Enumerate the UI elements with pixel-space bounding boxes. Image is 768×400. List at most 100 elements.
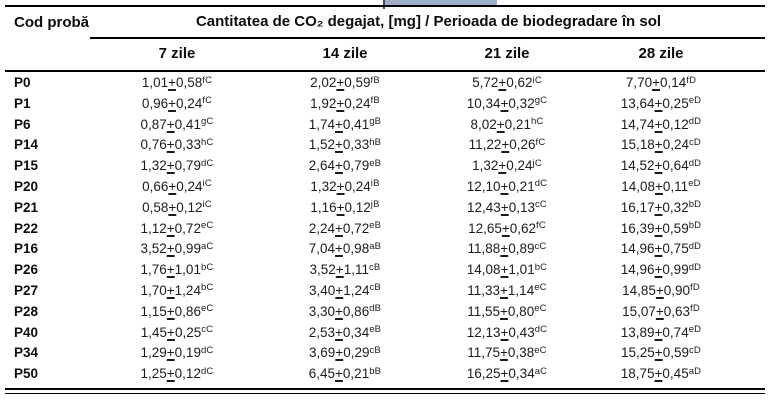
stddev-value: 0,64 [662,158,689,174]
plus-minus-symbol: + [500,303,508,319]
table-row: P50 1,25+0,12dC 6,45+0,21bB 16,25+0,34aC… [5,364,765,385]
value-cell-7-zile: 3,52+0,99aC [92,239,262,262]
mean-value: 13,89 [620,324,655,340]
sample-code-cell: P20 [14,178,39,194]
value-cell-14-zile: 3,30+0,86dB [262,302,428,325]
plus-minus-symbol: + [166,116,175,132]
significance-letters: cC [534,199,547,211]
plus-minus-symbol: + [166,137,175,153]
table-row: P34 1,29+0,19dC 3,69+0,29cB 11,75+0,38eC… [5,343,765,364]
table-row: P6 0,87+0,41gC 1,74+0,41gB 8,02+0,21hC 1… [5,115,765,136]
plus-minus-symbol: + [335,366,343,382]
stddev-value: 0,12 [662,116,689,132]
value-cell-21-zile: 11,88+0,89cC [428,239,586,262]
table-row: P15 1,32+0,79dC 2,64+0,79eB 1,32+0,24jC … [5,156,765,177]
stddev-value: 0,90 [663,282,691,298]
value-cell-7-zile: 1,29+0,19dC [92,343,262,366]
mean-value: 12,43 [467,199,501,215]
significance-letters: gC [534,95,548,107]
plus-minus-symbol: + [654,241,663,257]
stddev-value: 0,33 [342,137,370,153]
plus-minus-symbol: + [655,282,664,298]
significance-letters: fC [202,74,213,86]
value-cell-7-zile: 1,01+0,58fC [92,73,262,96]
plus-minus-symbol: + [655,303,664,319]
plus-minus-symbol: + [500,241,509,257]
plus-minus-symbol: + [652,75,660,90]
stddev-value: 0,62 [509,220,537,236]
plus-minus-symbol: + [335,158,343,174]
stddev-value: 0,43 [508,324,535,340]
stddev-value: 0,99 [662,262,689,278]
mean-value: 1,32 [140,158,167,174]
value-cell-28-zile: 13,64+0,25eD [586,94,736,117]
mean-value: 11,33 [467,282,501,298]
stddev-value: 0,74 [662,324,689,340]
value-cell-28-zile: 18,75+0,45aD [586,364,736,387]
value-cell-28-zile: 16,39+0,59bD [586,219,736,242]
stddev-value: 0,29 [343,345,370,361]
significance-letters: fB [370,95,380,107]
value-cell-14-zile: 1,74+0,41gB [262,115,428,138]
stddev-value: 0,80 [507,303,535,319]
significance-letters: cC [201,324,214,336]
mean-value: 15,25 [621,345,655,361]
mean-value: 1,92 [310,95,337,111]
plus-minus-symbol: + [500,199,509,215]
stddev-value: 0,19 [174,345,201,361]
plus-minus-symbol: + [336,95,345,111]
stddev-value: 0,14 [659,75,687,90]
row-right-spacer [736,115,765,138]
value-cell-7-zile: 0,96+0,24fC [92,94,262,117]
stddev-value: 0,12 [344,199,371,215]
value-cell-21-zile: 12,13+0,43dC [428,323,586,346]
stddev-value: 0,34 [342,324,370,340]
mean-value: 8,02 [470,116,497,132]
significance-letters: hB [369,136,382,148]
plus-minus-symbol: + [500,262,509,278]
value-cell-7-zile: 1,45+0,25cC [92,323,262,346]
plus-minus-symbol: + [654,116,663,132]
sample-code-cell: P6 [14,116,31,132]
plus-minus-symbol: + [336,178,345,194]
value-cell-28-zile: 14,96+0,99dD [586,260,736,283]
plus-minus-symbol: + [500,95,509,111]
significance-letters: dC [200,365,214,377]
stddev-value: 0,59 [662,345,689,361]
stddev-value: 0,72 [342,220,370,236]
subheader-spacer [5,41,92,67]
stddev-value: 0,24 [176,178,203,194]
significance-letters: dC [534,178,548,190]
mean-value: 0,66 [142,178,169,194]
stddev-value: 0,63 [663,303,691,319]
value-cell-7-zile: 1,15+0,86eC [92,302,262,325]
significance-letters: gC [200,116,214,128]
stddev-value: 0,21 [508,178,535,194]
table-bottom-rule-2 [5,393,765,394]
significance-letters: cD [688,344,701,356]
value-cell-28-zile: 14,96+0,75dD [586,239,736,262]
value-cell-21-zile: 12,65+0,62fC [428,219,586,242]
table-row: P0 1,01+0,58fC 2,02+0,59fB 5,72+0,62iC 7… [5,73,765,94]
plus-minus-symbol: + [500,345,508,361]
row-right-spacer [736,135,765,158]
stddev-value: 0,26 [509,137,536,153]
significance-letters: dC [534,324,548,336]
plus-minus-symbol: + [496,116,505,132]
mean-value: 1,45 [140,324,168,340]
mean-value: 3,52 [309,262,336,278]
plus-minus-symbol: + [167,324,175,340]
significance-letters: dB [369,303,382,315]
corner-header: Cod probă [14,14,89,31]
stddev-value: 0,59 [662,220,689,236]
stddev-value: 0,79 [342,158,370,174]
plus-minus-symbol: + [654,262,663,278]
mean-value: 12,10 [466,178,501,194]
mean-value: 1,12 [140,220,167,236]
plus-minus-symbol: + [654,324,663,340]
value-cell-21-zile: 5,72+0,62iC [428,73,586,96]
plus-minus-symbol: + [168,95,176,111]
mean-value: 14,08 [466,262,501,278]
subheader-14-zile: 14 zile [322,45,368,62]
table-row: P20 0,66+0,24iC 1,32+0,24iB 12,10+0,21dC… [5,177,765,198]
